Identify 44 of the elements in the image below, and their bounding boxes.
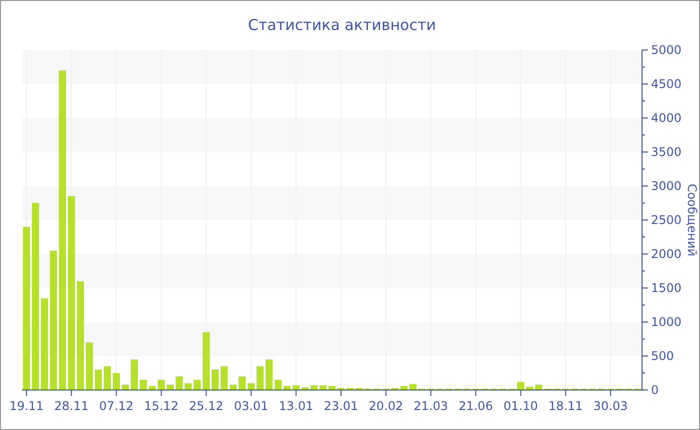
x-tick-label: 01.10 — [504, 398, 538, 413]
x-tick-label: 15.12 — [144, 398, 178, 413]
bar — [86, 342, 93, 390]
y-tick-label: 1500 — [651, 280, 682, 295]
chart-title: Статистика активности — [248, 16, 436, 34]
bar — [76, 281, 84, 390]
bar — [40, 298, 48, 390]
bar — [68, 196, 76, 390]
bar — [104, 366, 111, 390]
bar — [58, 70, 66, 390]
bar — [266, 359, 273, 390]
y-tick-label: 3500 — [651, 144, 682, 159]
y-tick-label: 1000 — [651, 314, 682, 329]
y-axis-title: Сообщений — [685, 184, 699, 256]
bar — [310, 385, 318, 390]
y-tick-label: 2000 — [651, 246, 682, 261]
x-tick-label: 03.01 — [234, 398, 268, 413]
x-tick-label: 30.03 — [593, 398, 628, 413]
x-tick-label: 21.06 — [458, 398, 493, 413]
x-tick-label: 19.11 — [9, 398, 44, 413]
x-tick-label: 28.11 — [54, 398, 89, 413]
x-tick-label: 20.02 — [368, 398, 404, 413]
bar — [50, 250, 58, 390]
x-tick-label: 07.12 — [99, 398, 134, 413]
y-tick-label: 0 — [651, 382, 659, 397]
bar — [94, 370, 102, 390]
y-tick-label: 5000 — [651, 42, 682, 57]
y-tick-label: 3000 — [651, 178, 682, 193]
bar — [32, 203, 40, 390]
x-tick-label: 23.01 — [324, 398, 358, 413]
x-tick-label: 25.12 — [189, 398, 224, 413]
y-tick-label: 500 — [651, 348, 674, 363]
y-tick-label: 2500 — [651, 212, 682, 227]
bar — [22, 226, 30, 390]
x-tick-label: 13.01 — [278, 398, 314, 413]
bar — [292, 385, 300, 390]
bar — [319, 385, 327, 390]
bar — [256, 366, 264, 390]
y-tick-label: 4000 — [651, 110, 682, 125]
x-tick-label: 21.03 — [414, 398, 448, 413]
bar — [274, 380, 282, 390]
x-tick-label: 18.11 — [548, 398, 583, 413]
y-tick-label: 4500 — [651, 76, 682, 91]
bar — [248, 383, 255, 390]
